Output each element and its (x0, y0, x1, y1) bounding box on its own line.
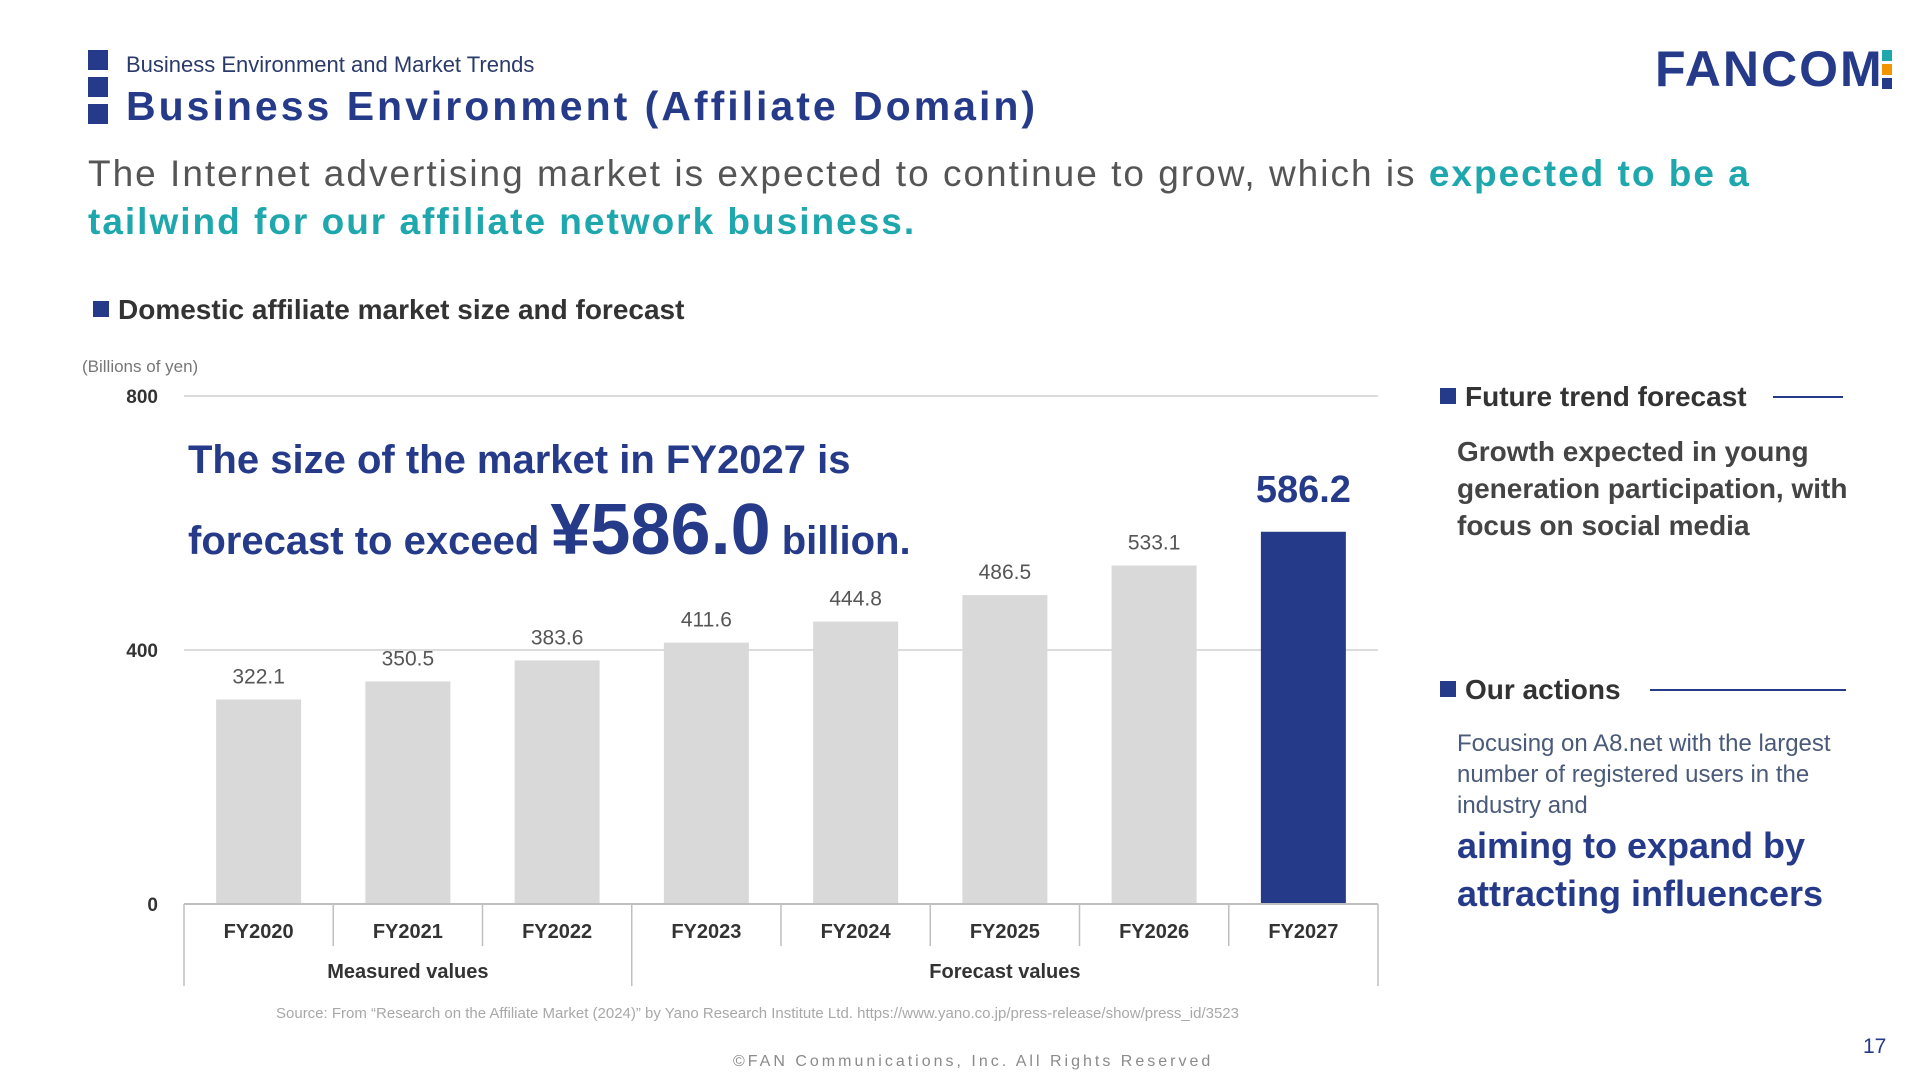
bar (813, 621, 899, 904)
callout-line-2: forecast to exceed ¥586.0 billion. (188, 494, 911, 576)
bar (962, 595, 1048, 904)
bar (1260, 531, 1346, 904)
section-eyebrow: Business Environment and Market Trends (126, 52, 535, 77)
actions-heading-rule (1650, 689, 1846, 691)
bars (216, 531, 1346, 904)
x-tick-label: FY2027 (1268, 921, 1338, 943)
actions-emphasis: aiming to expand by attracting influence… (1457, 825, 1824, 914)
trend-body: Growth expected in young generation part… (1457, 436, 1848, 541)
callout-post: billion. (770, 519, 911, 563)
forecast-callout: The size of the market in FY2027 is fore… (188, 425, 911, 576)
actions-body: Focusing on A8.net with the largest numb… (1457, 730, 1831, 819)
x-tick-label: FY2023 (671, 921, 741, 943)
y-axis-ticks: 0 400 800 (126, 387, 158, 916)
y-tick-label: 0 (147, 895, 158, 916)
value-label: 411.6 (681, 609, 732, 632)
value-label: 322.1 (232, 665, 285, 688)
group-label: Forecast values (929, 961, 1080, 983)
callout-pre: forecast to exceed (188, 519, 551, 563)
x-tick-label: FY2026 (1119, 921, 1189, 943)
logo-mark-icon (1882, 50, 1892, 90)
value-label: 486.5 (979, 561, 1032, 584)
actions-heading-text: Our actions (1465, 674, 1621, 705)
x-axis: FY2020 FY2021 FY2022 FY2023 FY2024 FY2025 FY20… (183, 903, 1379, 986)
page-number: 17 (1863, 1035, 1887, 1058)
callout-line-1: The size of the market in FY2027 is (188, 438, 851, 482)
lead-message: The Internet advertising market is expec… (88, 150, 1848, 246)
heading-square-icon (1440, 388, 1456, 404)
heading-square-icon (93, 301, 109, 317)
x-tick-label: FY2020 (224, 921, 294, 943)
y-tick-label: 400 (126, 641, 158, 662)
bar (216, 699, 302, 904)
heading-square-icon (1440, 681, 1456, 697)
value-label: 444.8 (829, 588, 882, 611)
chart-heading: Domestic affiliate market size and forec… (93, 294, 684, 326)
y-tick-label: 800 (126, 387, 158, 408)
trend-heading-rule (1773, 396, 1843, 398)
unit-label: (Billions of yen) (82, 357, 198, 376)
value-label: 350.5 (382, 647, 435, 670)
lead-plain: The Internet advertising market is expec… (88, 153, 1429, 194)
value-label: 383.6 (531, 626, 584, 649)
copyright: ©FAN Communications, Inc. All Rights Res… (733, 1053, 1214, 1070)
bar (514, 660, 600, 904)
x-tick-label: FY2021 (373, 921, 443, 943)
x-tick-label: FY2025 (970, 921, 1040, 943)
page-title: Business Environment (Affiliate Domain) (126, 83, 1039, 129)
callout-amount: ¥586.0 (550, 490, 771, 570)
group-label: Measured values (327, 961, 488, 983)
x-tick-label: FY2022 (522, 921, 592, 943)
source-note: Source: From “Research on the Affiliate … (276, 1005, 1239, 1022)
value-label: 533.1 (1128, 531, 1181, 554)
bar (663, 642, 749, 904)
value-label: 586.2 (1256, 469, 1351, 511)
fancom-logo: FANCOM (1655, 41, 1884, 97)
x-tick-label: FY2024 (821, 921, 892, 943)
chart-heading-text: Domestic affiliate market size and forec… (118, 294, 685, 325)
lead-highlight: expected to be a tailwind for our affili… (88, 153, 1751, 242)
value-labels: 322.1 350.5 383.6 411.6 444.8 486.5 533.1 586.2 (232, 469, 1351, 689)
trend-heading: Future trend forecast (1440, 381, 1747, 413)
bar (365, 681, 451, 904)
bar (1111, 565, 1197, 904)
actions-heading: Our actions (1440, 674, 1621, 706)
trend-heading-text: Future trend forecast (1465, 381, 1747, 412)
